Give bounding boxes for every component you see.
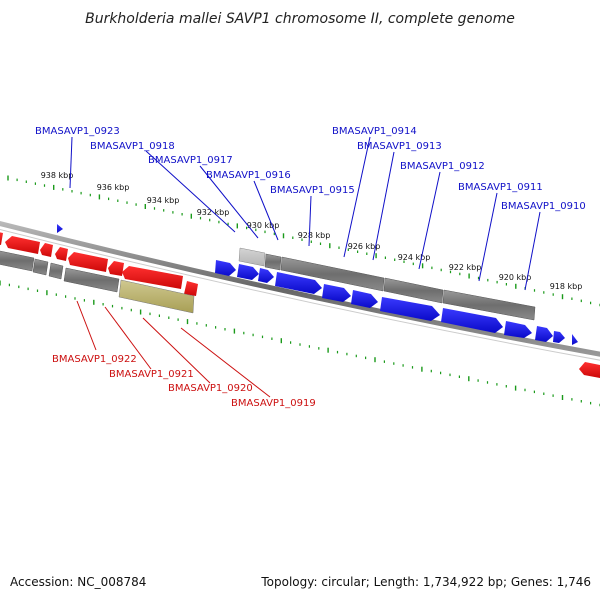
leader-line [199,165,259,239]
leader-line [343,136,371,258]
gene-arrow [441,308,503,333]
leader-line [76,300,97,351]
gene-block [442,289,536,321]
gene-block [264,253,282,271]
leader-line [69,136,73,189]
leader-line [145,150,236,233]
leader-line [253,180,279,241]
gene-block [63,267,120,293]
gene-label: BMASAVP1_0913 [357,141,442,152]
gene-block [383,277,444,304]
leader-line [142,317,211,384]
gene-arrow [237,264,259,280]
gene-arrow [122,266,183,289]
leader-line [180,327,271,398]
tick-label: 934 kbp [147,196,180,205]
gene-label: BMASAVP1_0917 [148,155,233,166]
grey-gene-blocks [0,250,195,314]
reverse-gene-labels: BMASAVP1_0922 BMASAVP1_0921 BMASAVP1_092… [52,354,316,409]
top-label-leaders [69,136,541,291]
gene-arrow [68,252,108,272]
gene-arrow [579,362,600,378]
gene-arrow [572,334,578,345]
gene-label: BMASAVP1_0920 [168,383,253,394]
forward-strand-genes [215,260,578,345]
genome-axis-shadow [0,229,600,361]
tick-label: 924 kbp [398,253,431,262]
reverse-strand-genes [0,232,600,378]
inner-scale-ring [0,280,600,407]
leader-line [308,195,312,247]
pseudogene-block [118,279,195,314]
gene-label: BMASAVP1_0922 [52,354,137,365]
forward-gene-labels: BMASAVP1_0923 BMASAVP1_0918 BMASAVP1_091… [35,126,586,212]
tick-label: 918 kbp [550,282,583,291]
gene-arrow [215,260,236,276]
gene-arrow [535,326,553,342]
genome-axis-upper [0,220,600,357]
gene-arrow [275,272,322,294]
gene-block [238,247,266,267]
gene-arrow [108,261,124,276]
gene-arrow [55,247,68,261]
bottom-label-leaders [76,300,271,398]
tick-label: 922 kbp [449,263,482,272]
gene-arrow [5,236,40,254]
gene-arrow [258,268,274,283]
gene-label: BMASAVP1_0918 [90,141,175,152]
tick-label: 930 kbp [247,221,280,230]
gene-label: BMASAVP1_0919 [231,398,316,409]
gene-arrow [322,284,351,302]
gene-label: BMASAVP1_0923 [35,126,120,137]
gene-arrow [184,281,198,296]
gene-block [280,256,385,292]
gene-block [32,258,49,276]
gene-label: BMASAVP1_0914 [332,126,417,137]
gene-arrow [380,297,440,321]
outer-scale-ring [7,175,600,307]
gene-label: BMASAVP1_0915 [270,185,355,196]
map-title: Burkholderia mallei SAVP1 chromosome II,… [85,11,515,27]
tick-label: 936 kbp [97,183,130,192]
gene-arrow [553,331,565,343]
leader-line [478,192,498,282]
gene-arrow [504,321,532,338]
gene-arrow [351,290,378,308]
leader-line [372,151,395,261]
gene-label: BMASAVP1_0921 [109,369,194,380]
tick-label: 920 kbp [499,273,532,282]
genome-summary-text: Topology: circular; Length: 1,734,922 bp… [260,575,591,589]
tick-label: 926 kbp [348,242,381,251]
gene-arrow [0,232,3,245]
accession-text: Accession: NC_008784 [10,575,146,589]
leader-line [524,211,541,291]
gene-label: BMASAVP1_0910 [501,201,586,212]
gene-label: BMASAVP1_0916 [206,170,291,181]
gene-arrow [40,243,53,257]
grey-gene-blocks-right [238,247,536,321]
gene-label: BMASAVP1_0912 [400,161,485,172]
tick-label: 928 kbp [298,231,331,240]
gene-block [48,262,64,280]
tick-label: 938 kbp [41,171,74,180]
gene-label: BMASAVP1_0911 [458,182,543,193]
leader-line [104,306,152,370]
leader-line [418,171,441,270]
gene-block [0,250,35,272]
forward-strand-marker [57,224,63,233]
